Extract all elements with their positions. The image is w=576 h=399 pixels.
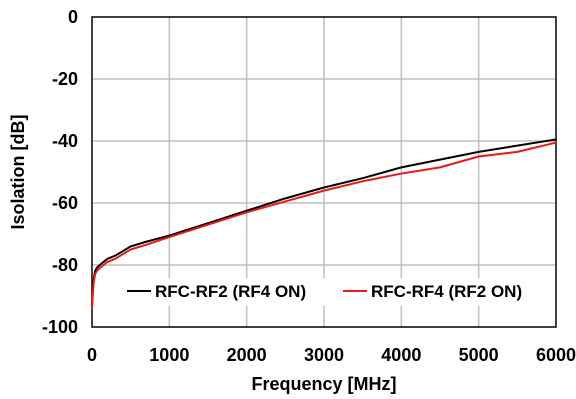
y-tick-label: -80 — [52, 255, 78, 275]
x-axis-title: Frequency [MHz] — [251, 374, 396, 394]
series-line-2 — [91, 141, 557, 310]
x-tick-label: 3000 — [304, 345, 344, 365]
y-axis-title: Isolation [dB] — [8, 115, 28, 230]
x-tick-label: 1000 — [149, 345, 189, 365]
y-tick-label: -60 — [52, 193, 78, 213]
plot-border — [91, 16, 557, 328]
series-line-1 — [91, 138, 557, 307]
y-tick-label: 0 — [68, 7, 78, 27]
legend-label-2: RFC-RF4 (RF2 ON) — [371, 282, 522, 301]
x-tick-label: 5000 — [459, 345, 499, 365]
y-tick-label: -100 — [42, 317, 78, 337]
y-tick-label: -40 — [52, 131, 78, 151]
y-tick-label: -20 — [52, 69, 78, 89]
legend-label-1: RFC-RF2 (RF4 ON) — [155, 282, 306, 301]
x-tick-label: 6000 — [536, 345, 576, 365]
x-tick-label: 2000 — [227, 345, 267, 365]
legend-background — [122, 278, 542, 306]
x-tick-label: 0 — [87, 345, 97, 365]
x-tick-label: 4000 — [381, 345, 421, 365]
